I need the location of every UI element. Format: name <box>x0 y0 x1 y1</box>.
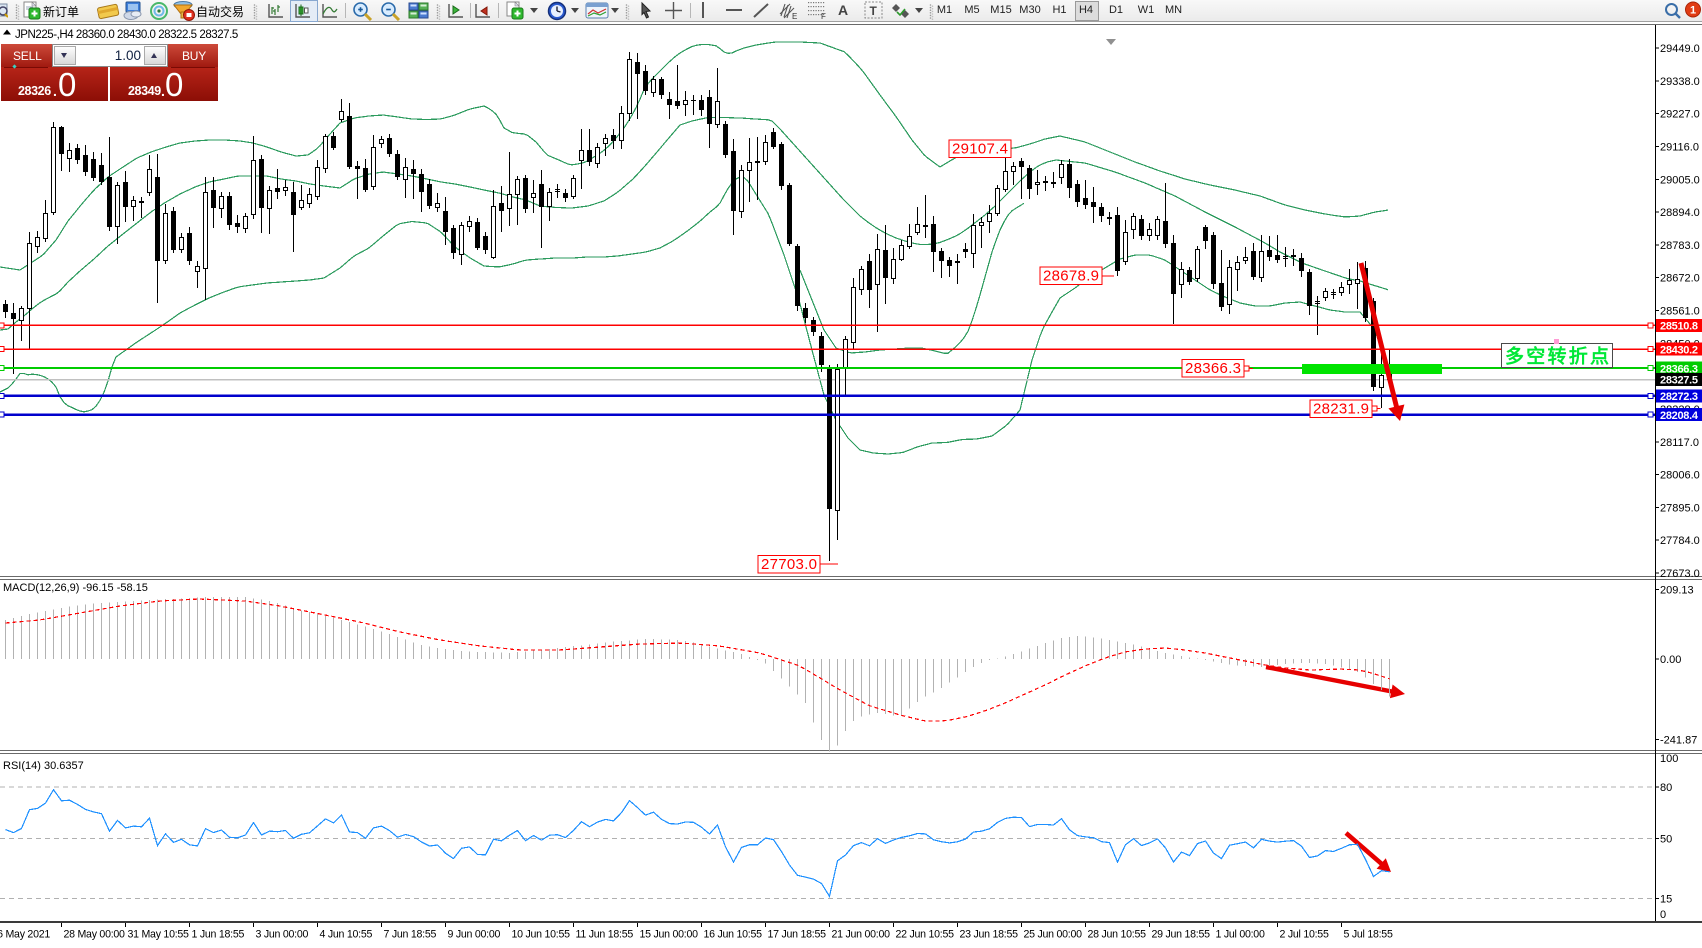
svg-text:28510.8: 28510.8 <box>1660 321 1698 333</box>
svg-text:29449.0: 29449.0 <box>1660 43 1700 55</box>
svg-text:28430.2: 28430.2 <box>1660 344 1698 356</box>
svg-text:28366.3: 28366.3 <box>1185 360 1241 377</box>
svg-text:-241.87: -241.87 <box>1660 735 1697 747</box>
svg-text:28672.0: 28672.0 <box>1660 273 1700 285</box>
svg-text:11 Jun 18:55: 11 Jun 18:55 <box>576 929 634 941</box>
svg-text:209.13: 209.13 <box>1660 584 1694 596</box>
svg-text:29116.0: 29116.0 <box>1660 141 1699 153</box>
svg-text:1 Jun 18:55: 1 Jun 18:55 <box>192 929 245 941</box>
svg-text:MACD(12,26,9) -96.15 -58.15: MACD(12,26,9) -96.15 -58.15 <box>3 582 148 594</box>
svg-text:4 Jun 10:55: 4 Jun 10:55 <box>320 929 373 941</box>
svg-text:50: 50 <box>1660 834 1672 846</box>
svg-text:15: 15 <box>1660 894 1672 906</box>
svg-text:F: F <box>821 12 826 20</box>
svg-text:28117.0: 28117.0 <box>1660 437 1699 449</box>
svg-text:29227.0: 29227.0 <box>1660 109 1700 121</box>
svg-text:100: 100 <box>1660 753 1678 765</box>
svg-text:2 Jul 10:55: 2 Jul 10:55 <box>1280 929 1329 941</box>
svg-text:17 Jun 18:55: 17 Jun 18:55 <box>768 929 827 941</box>
svg-text:28208.4: 28208.4 <box>1660 410 1699 422</box>
svg-text:26 May 2021: 26 May 2021 <box>0 929 50 941</box>
svg-text:0.00: 0.00 <box>1660 654 1681 666</box>
svg-text:28678.9: 28678.9 <box>1043 268 1099 285</box>
svg-text:15 Jun 00:00: 15 Jun 00:00 <box>640 929 699 941</box>
svg-text:27784.0: 27784.0 <box>1660 535 1700 547</box>
svg-text:28 May 00:00: 28 May 00:00 <box>64 929 126 941</box>
svg-text:1: 1 <box>1690 5 1696 17</box>
svg-text:29338.0: 29338.0 <box>1660 76 1700 88</box>
svg-text:22 Jun 10:55: 22 Jun 10:55 <box>896 929 955 941</box>
svg-text:28006.0: 28006.0 <box>1660 470 1700 482</box>
svg-text:5 Jul 18:55: 5 Jul 18:55 <box>1344 929 1393 941</box>
svg-text:28 Jun 10:55: 28 Jun 10:55 <box>1088 929 1147 941</box>
svg-text:28783.0: 28783.0 <box>1660 240 1700 252</box>
svg-text:27673.0: 27673.0 <box>1660 568 1700 580</box>
svg-text:28272.3: 28272.3 <box>1660 391 1698 403</box>
svg-text:T: T <box>870 4 878 18</box>
svg-text:27895.0: 27895.0 <box>1660 502 1700 514</box>
svg-text:3 Jun 00:00: 3 Jun 00:00 <box>256 929 309 941</box>
svg-text:9 Jun 00:00: 9 Jun 00:00 <box>448 929 501 941</box>
svg-text:多空转折点: 多空转折点 <box>1505 345 1609 368</box>
svg-text:JPN225-,H4 28360.0 28430.0 28: JPN225-,H4 28360.0 28430.0 28322.5 28327… <box>15 29 238 41</box>
svg-text:7 Jun 18:55: 7 Jun 18:55 <box>384 929 437 941</box>
svg-text:25 Jun 00:00: 25 Jun 00:00 <box>1024 929 1083 941</box>
svg-text:RSI(14) 30.6357: RSI(14) 30.6357 <box>3 760 84 772</box>
svg-text:10 Jun 10:55: 10 Jun 10:55 <box>512 929 571 941</box>
svg-text:28231.9: 28231.9 <box>1313 401 1369 418</box>
svg-text:28894.0: 28894.0 <box>1660 207 1700 219</box>
svg-text:0: 0 <box>1660 909 1666 921</box>
svg-text:29107.4: 29107.4 <box>952 141 1008 158</box>
svg-text:28561.0: 28561.0 <box>1660 306 1700 318</box>
svg-text:31 May 10:55: 31 May 10:55 <box>128 929 190 941</box>
svg-text:80: 80 <box>1660 782 1672 794</box>
svg-text:29 Jun 18:55: 29 Jun 18:55 <box>1152 929 1211 941</box>
svg-text:23 Jun 18:55: 23 Jun 18:55 <box>960 929 1019 941</box>
svg-text:E: E <box>792 12 797 20</box>
svg-text:16 Jun 10:55: 16 Jun 10:55 <box>704 929 763 941</box>
svg-text:28327.5: 28327.5 <box>1660 375 1698 387</box>
svg-text:1 Jul 00:00: 1 Jul 00:00 <box>1216 929 1265 941</box>
svg-text:29005.0: 29005.0 <box>1660 174 1700 186</box>
svg-text:27703.0: 27703.0 <box>761 556 817 573</box>
svg-text:21 Jun 00:00: 21 Jun 00:00 <box>832 929 891 941</box>
